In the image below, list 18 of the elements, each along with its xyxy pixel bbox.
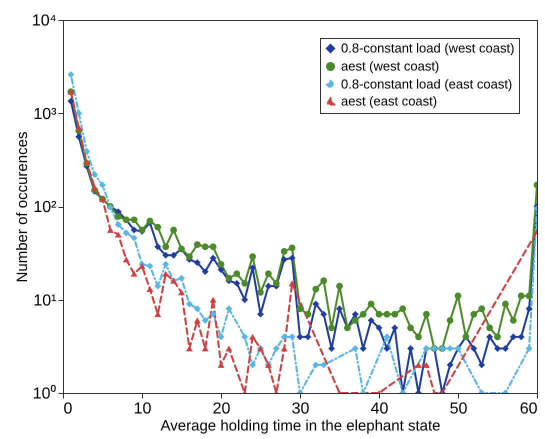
legend-label: aest (west coast) (341, 58, 440, 74)
x-tick-label: 40 (370, 400, 388, 418)
x-axis-title: Average holding time in the elephant state (160, 418, 440, 434)
y-tick-label: 10⁰ (32, 384, 56, 402)
y-axis-title: Number of occurences (14, 132, 31, 282)
x-tick-label: 10 (134, 400, 152, 418)
x-tick-label: 0 (64, 400, 72, 418)
x-tick-label: 60 (520, 400, 538, 418)
legend-label: 0.8-constant load (east coast) (341, 76, 512, 92)
x-tick-label: 30 (292, 400, 310, 418)
y-tick-label: 10⁴ (32, 12, 57, 30)
y-tick-label: 10² (33, 199, 58, 216)
legend-label: 0.8-constant load (west coast) (341, 40, 514, 56)
x-tick-label: 50 (450, 400, 468, 418)
y-tick-label: 10¹ (33, 292, 56, 310)
y-tick-label: 10³ (33, 106, 58, 123)
x-tick-label: 20 (212, 400, 230, 418)
legend-label: aest (east coast) (341, 94, 438, 108)
